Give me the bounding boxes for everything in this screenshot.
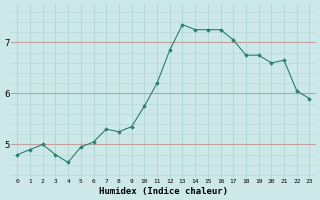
X-axis label: Humidex (Indice chaleur): Humidex (Indice chaleur) <box>99 187 228 196</box>
